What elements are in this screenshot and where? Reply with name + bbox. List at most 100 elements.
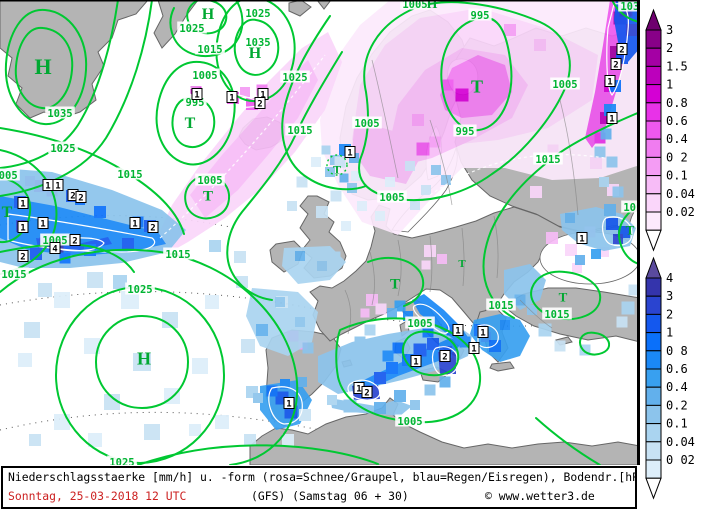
rain-cell xyxy=(296,176,308,188)
isobar xyxy=(482,111,641,319)
low-center-letter: T xyxy=(458,258,466,270)
rain-cell xyxy=(334,156,346,168)
isobar-label: 1025 xyxy=(50,143,75,155)
rain-cell xyxy=(375,211,385,221)
isobar-label-box xyxy=(190,68,220,81)
precip-max-value: 2 xyxy=(78,194,83,204)
legend-cell xyxy=(645,404,662,425)
legend-cell xyxy=(645,120,662,140)
rain-cell xyxy=(538,323,552,337)
high-center-letter: H xyxy=(249,45,262,62)
precip-max-box xyxy=(468,342,480,354)
isobar xyxy=(55,286,225,464)
isobar-label: 1005 xyxy=(402,0,427,11)
precip-max-value: 2 xyxy=(150,224,155,234)
legend-tick-label: 0 8 xyxy=(666,344,688,358)
rain-cell xyxy=(162,312,178,328)
rain-cell xyxy=(621,301,635,315)
high-center-letter: H xyxy=(202,6,215,23)
isobar-label-box xyxy=(377,190,407,203)
isobar xyxy=(440,16,513,132)
rain-cell xyxy=(575,255,585,265)
isobar-label-layer: 1035 1025 1025 1015 1025 1035 1005 995 1005 1025 1… xyxy=(0,0,649,469)
rain-area xyxy=(246,288,318,356)
legend-tick-label: 1.5 xyxy=(666,59,688,73)
isobar-label-box xyxy=(125,282,155,295)
rain-cell xyxy=(357,201,367,211)
isobar xyxy=(402,330,460,377)
caption-title: Niederschlagsstaerke [mm/h] u. -form (ro… xyxy=(8,470,637,484)
snow-cell xyxy=(375,303,387,315)
precip-max-value: 1 xyxy=(455,327,460,337)
snow-area xyxy=(440,55,512,118)
rain-cell xyxy=(387,308,397,318)
precip-max-box xyxy=(344,146,356,158)
snow-cell xyxy=(547,144,559,156)
rain-cell xyxy=(302,342,314,354)
isobar xyxy=(0,177,32,244)
synoptic-map: 1035 1025 1025 1015 1025 1035 1005 995 1005 1025 1… xyxy=(0,0,649,469)
rain-cell xyxy=(410,200,420,210)
legend-arrow-up-icon xyxy=(645,256,662,279)
legend-tick-label: 0.1 xyxy=(666,169,688,183)
isobar-label-box xyxy=(468,8,492,21)
isobar-label-box xyxy=(285,123,315,136)
rain-cell xyxy=(104,394,120,410)
snow-cell xyxy=(565,244,577,256)
snow-cell xyxy=(442,79,454,91)
rain-cell xyxy=(354,336,366,348)
isobar-label: 995 xyxy=(471,10,490,22)
isobar-label-box xyxy=(243,6,273,19)
legend-cell xyxy=(645,175,662,195)
isobar xyxy=(171,97,216,148)
rain-cell xyxy=(527,305,537,315)
snow-cell xyxy=(504,24,516,36)
precip-max-box xyxy=(37,217,49,229)
landmass xyxy=(249,397,641,466)
snow-cell xyxy=(424,245,436,257)
legend-tick-label: 0.6 xyxy=(666,362,688,376)
country-border xyxy=(397,239,402,297)
isobar xyxy=(137,444,379,466)
legend-cell xyxy=(645,441,662,461)
rain-cell xyxy=(612,186,624,198)
precip-max-box xyxy=(52,179,64,191)
isobar-label-box xyxy=(395,414,425,427)
rain-cell xyxy=(421,185,431,195)
precip-max-box xyxy=(604,75,616,87)
isobar-label: 1015 xyxy=(544,309,569,321)
precip-max-value: 1 xyxy=(286,400,291,410)
precip-max-box xyxy=(439,350,451,362)
isobar-label: 1005 xyxy=(354,118,379,130)
rain-cell xyxy=(205,295,219,309)
isobar xyxy=(0,149,58,275)
rain-cell xyxy=(215,415,229,429)
legend-arrow-down-icon xyxy=(645,477,662,500)
precip-max-box xyxy=(49,242,61,254)
precip-contour xyxy=(431,346,459,376)
precip-max-value: 1 xyxy=(229,94,234,104)
rain-cell xyxy=(424,384,436,396)
rain-cell xyxy=(502,332,514,344)
country-border xyxy=(429,235,433,293)
rain-cell xyxy=(330,190,342,202)
precip-max-box xyxy=(283,397,295,409)
legend-tick-label: 2 xyxy=(666,307,673,321)
rain-cell xyxy=(579,344,591,356)
country-border xyxy=(429,119,453,206)
low-center-letter: T xyxy=(390,276,400,292)
legend-cell xyxy=(645,193,662,213)
isobar-label-box xyxy=(618,0,648,12)
model-run-info: (GFS) (Samstag 06 + 30) xyxy=(251,489,409,503)
isobar xyxy=(535,417,601,466)
precip-max-value: 1 xyxy=(356,385,361,395)
isobar xyxy=(226,51,343,301)
landmass xyxy=(0,0,149,119)
rain-cell xyxy=(604,204,616,216)
rain-cell xyxy=(394,390,406,402)
snow-area xyxy=(352,120,420,184)
isobar-label-box xyxy=(107,455,137,468)
low-center-letter: T xyxy=(2,204,13,221)
rain-cell xyxy=(54,414,70,430)
